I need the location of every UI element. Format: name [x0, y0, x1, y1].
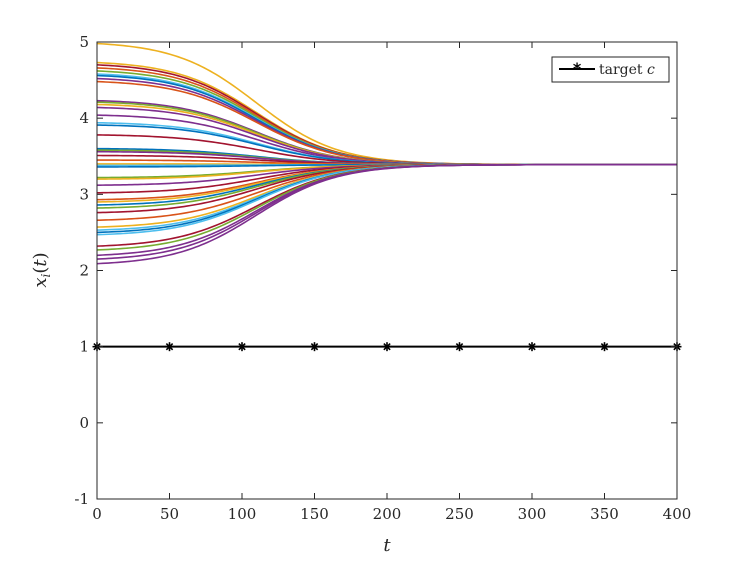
axis-ticks: [96, 41, 678, 500]
x-axis-label: t: [383, 535, 391, 556]
agent-trajectories: [96, 42, 678, 265]
target-marker: [382, 342, 392, 352]
y-label-subscript: i: [39, 273, 53, 277]
target-marker: [527, 342, 537, 352]
y-tick-labels: -1 0 1 2 3 4 5: [74, 33, 89, 508]
target-marker: [600, 342, 609, 352]
legend-label-symbol: c: [647, 62, 655, 78]
x-tick-label: 400: [663, 505, 692, 523]
x-tick-label: 50: [160, 505, 179, 523]
legend-label: target c: [599, 62, 655, 78]
svg-text:xi(t): xi(t): [30, 252, 53, 287]
x-tick-label: 300: [518, 505, 547, 523]
x-tick-label: 200: [373, 505, 402, 523]
y-tick-label: 3: [79, 185, 89, 203]
y-label-rest: (: [30, 267, 51, 274]
x-tick-label: 150: [300, 505, 329, 523]
x-tick-label: 250: [445, 505, 474, 523]
target-marker: [455, 342, 464, 352]
y-axis-label: xi(t): [30, 252, 53, 287]
target-marker: [237, 342, 247, 352]
y-tick-label: 0: [79, 414, 89, 432]
y-label-t: t: [30, 259, 51, 267]
x-tick-label: 350: [590, 505, 619, 523]
agent-line: [96, 163, 677, 265]
legend: * target c: [551, 56, 670, 83]
y-tick-label: -1: [74, 490, 89, 508]
target-marker: [310, 342, 319, 352]
y-label-close: ): [30, 252, 51, 259]
target-marker: [165, 342, 174, 352]
x-tick-label: 100: [228, 505, 257, 523]
legend-label-text: target: [599, 62, 647, 78]
y-tick-label: 2: [79, 262, 89, 280]
y-tick-label: 1: [79, 338, 89, 356]
y-tick-label: 5: [79, 33, 89, 51]
legend-marker: *: [573, 59, 582, 78]
x-tick-labels: 0 50 100 150 200 250 300 350 400: [92, 505, 691, 523]
x-tick-label: 0: [92, 505, 102, 523]
y-tick-label: 4: [79, 109, 89, 127]
y-label-x: x: [30, 277, 51, 287]
